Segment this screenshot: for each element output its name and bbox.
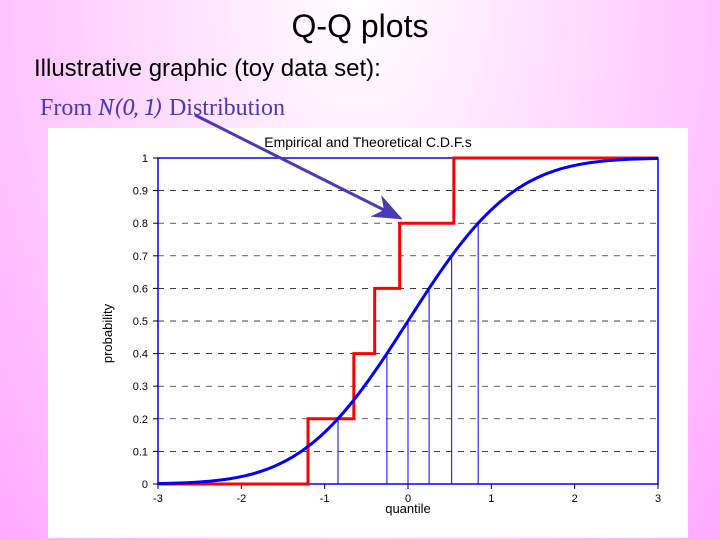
chart-title: Empirical and Theoretical C.D.F.s <box>48 134 688 150</box>
svg-text:0.2: 0.2 <box>133 414 148 426</box>
dist-prefix: From <box>40 95 98 121</box>
page-subtitle: Illustrative graphic (toy data set): <box>0 45 720 83</box>
plot-svg: -3-2-1012300.10.20.30.40.50.60.70.80.91 <box>158 158 658 484</box>
svg-text:0.4: 0.4 <box>133 349 148 361</box>
svg-text:-1: -1 <box>320 493 330 505</box>
svg-text:0: 0 <box>405 493 411 505</box>
svg-text:2: 2 <box>572 493 578 505</box>
svg-text:0.7: 0.7 <box>133 251 148 263</box>
svg-text:0.1: 0.1 <box>133 446 148 458</box>
dist-math: N(0, 1) <box>98 93 163 121</box>
svg-text:-2: -2 <box>236 493 246 505</box>
svg-text:1: 1 <box>142 153 148 165</box>
svg-text:0.8: 0.8 <box>133 218 148 230</box>
dist-suffix: Distribution <box>163 95 285 121</box>
svg-text:0.5: 0.5 <box>133 316 148 328</box>
svg-text:-3: -3 <box>153 493 163 505</box>
svg-text:0: 0 <box>142 479 148 491</box>
plot-area: -3-2-1012300.10.20.30.40.50.60.70.80.91 <box>158 158 658 484</box>
svg-text:0.9: 0.9 <box>133 186 148 198</box>
svg-text:0.6: 0.6 <box>133 283 148 295</box>
svg-text:1: 1 <box>488 493 494 505</box>
svg-text:3: 3 <box>655 493 661 505</box>
svg-text:0.3: 0.3 <box>133 381 148 393</box>
page-title: Q-Q plots <box>0 0 720 45</box>
distribution-label: From N(0, 1) Distribution <box>0 83 720 122</box>
y-axis-label: probability <box>98 158 118 508</box>
chart-container: Empirical and Theoretical C.D.F.s probab… <box>48 128 688 538</box>
